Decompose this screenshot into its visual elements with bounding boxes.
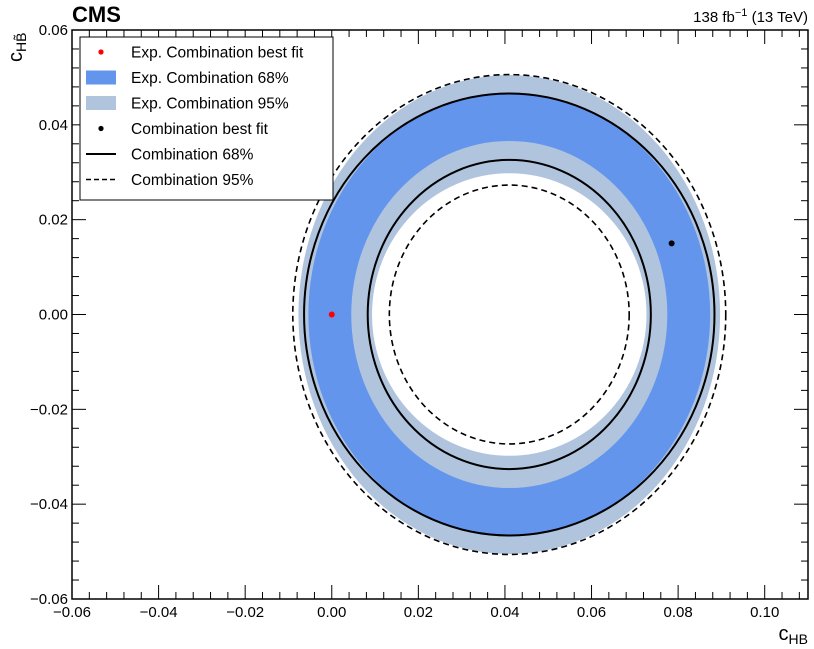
contours-group (292, 73, 727, 556)
x-axis-title-sub: HB (789, 631, 808, 647)
x-tick-label: 0.08 (664, 604, 693, 621)
legend-label: Exp. Combination 95% (131, 96, 289, 113)
y-tick-label: 0.04 (39, 117, 68, 134)
x-axis-title-main: c (779, 623, 789, 645)
legend-symbol (86, 96, 116, 110)
legend-symbol (86, 70, 116, 85)
x-tick-label: 0.02 (404, 604, 433, 621)
lumi-value: 138 fb (693, 9, 735, 26)
observed-95-inner-contour (388, 184, 630, 445)
legend-label: Combination best fit (131, 121, 269, 138)
legend-label: Exp. Combination 68% (131, 70, 289, 87)
x-tick-label: −0.02 (226, 604, 264, 621)
y-tick-label: −0.02 (30, 401, 68, 418)
x-tick-label: 0.00 (317, 604, 346, 621)
y-tick-label: −0.06 (30, 591, 68, 608)
axis-tick-labels: −0.06 −0.04 −0.02 0.00 0.02 0.04 0.06 0.08 0.10 −… (30, 22, 779, 621)
y-tick-label: −0.04 (30, 496, 68, 513)
legend-symbol (98, 49, 104, 55)
observed-68-inner-contour (366, 158, 652, 471)
axis-ticks (71, 29, 808, 600)
legend-box (79, 36, 334, 201)
lumi-energy: (13 TeV) (747, 9, 808, 26)
x-tick-label: 0.04 (490, 604, 519, 621)
luminosity-label: 138 fb−1 (13 TeV) (693, 7, 808, 26)
y-axis-title: cHB̃ (5, 33, 29, 62)
x-tick-label: 0.10 (750, 604, 779, 621)
legend-label: Exp. Combination best fit (131, 45, 304, 62)
legend-label: Combination 68% (131, 147, 254, 164)
legend-symbol (98, 125, 104, 132)
expected-best-fit-point (328, 311, 335, 318)
expected-95-band (298, 75, 721, 554)
observed-95-outer-contour (292, 73, 727, 556)
y-axis-title-main: c (5, 52, 27, 62)
lumi-exponent: −1 (735, 7, 748, 19)
x-tick-label: −0.06 (53, 604, 91, 621)
legend-label: Combination 95% (131, 172, 254, 189)
y-tick-label: 0.00 (39, 307, 68, 324)
legend: Exp. Combination best fit Exp. Combinatio… (79, 36, 334, 201)
observed-68-outer-contour (303, 92, 716, 537)
y-tick-label: 0.06 (39, 22, 68, 39)
x-tick-label: 0.06 (577, 604, 606, 621)
x-tick-label: −0.04 (140, 604, 178, 621)
y-tick-label: 0.02 (39, 212, 68, 229)
y-axis-title-sub: HB̃ (13, 33, 29, 52)
x-axis-title: cHB (779, 623, 808, 647)
experiment-label: CMS (72, 2, 121, 27)
observed-best-fit-point (668, 240, 675, 247)
